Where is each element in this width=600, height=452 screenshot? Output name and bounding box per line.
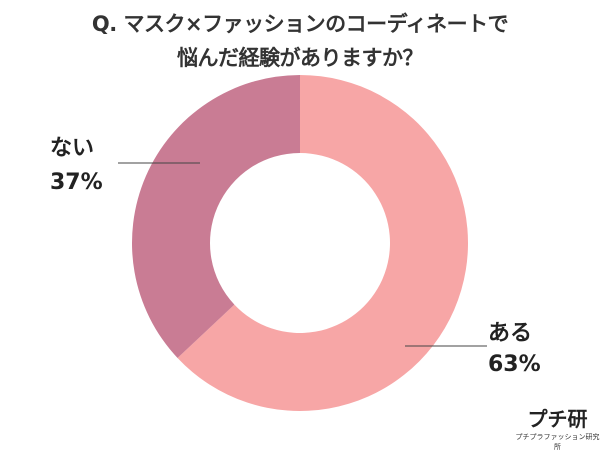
chart-title: Q. マスク×ファッションのコーディネートで xyxy=(91,12,509,36)
slice-value-aru: 63% xyxy=(488,352,541,377)
brand-logo: プチ研 プチプラファッション研究所 xyxy=(515,403,600,452)
logo-sub: プチプラファッション研究所 xyxy=(515,433,600,451)
slice-label-aru: ある xyxy=(488,321,533,346)
chart-subtitle: 悩んだ経験がありますか？ xyxy=(177,46,424,70)
slice-value-nai: 37% xyxy=(50,170,103,195)
slice-label-nai: ない xyxy=(50,136,95,161)
donut-slice-1 xyxy=(131,75,300,359)
donut-slice-0 xyxy=(177,75,468,411)
logo-main: プチ研 xyxy=(527,407,588,431)
